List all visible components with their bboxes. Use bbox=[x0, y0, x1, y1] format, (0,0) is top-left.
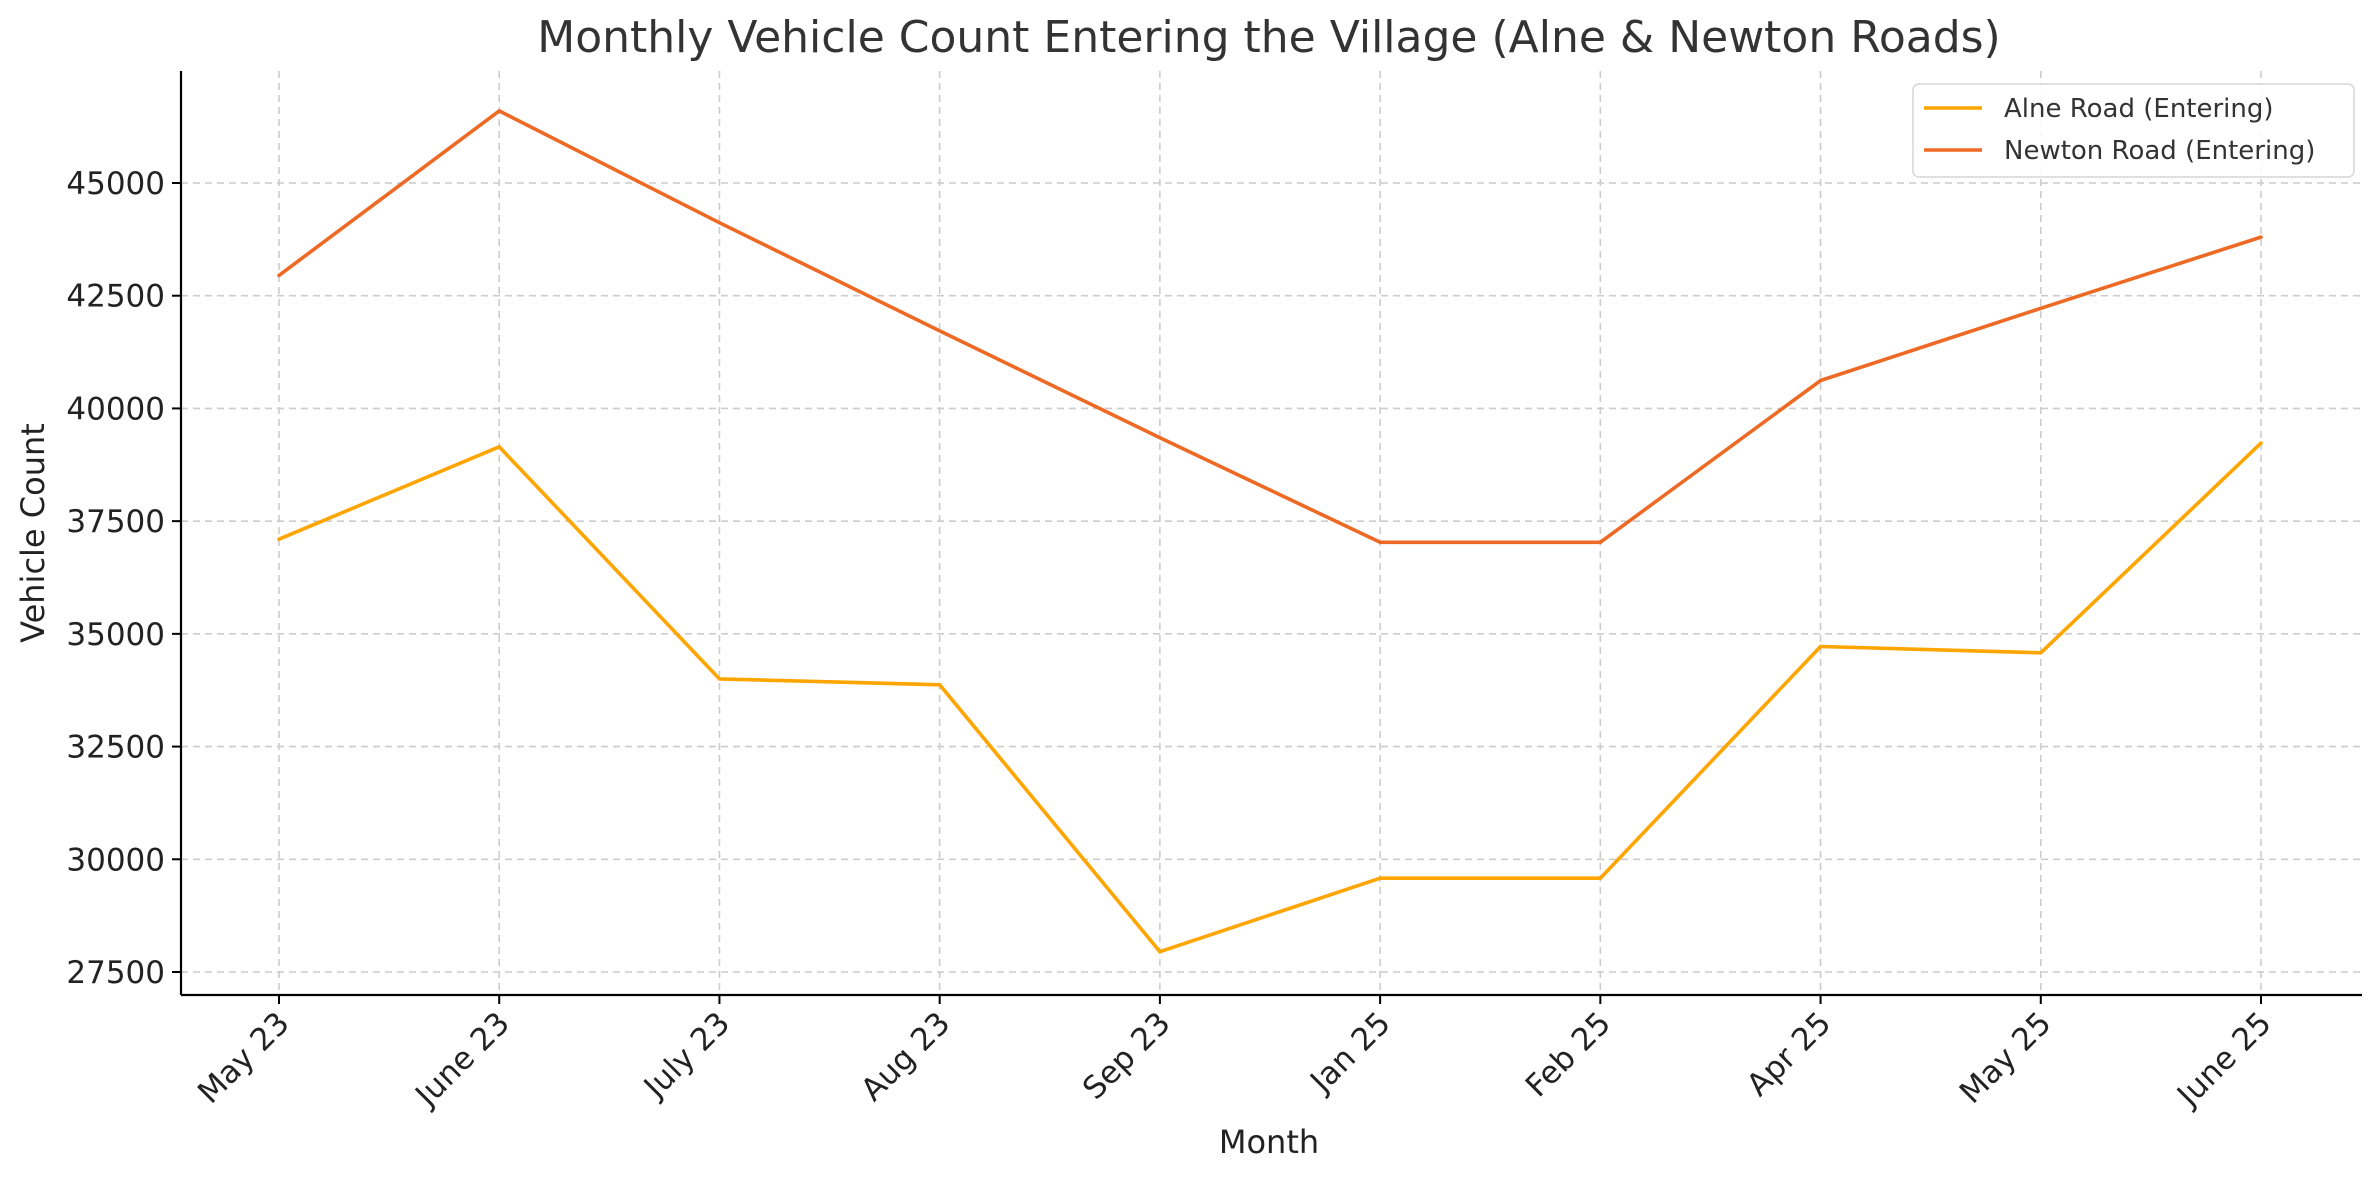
data-point bbox=[1158, 950, 1162, 954]
data-point bbox=[717, 677, 722, 681]
x-tick-label: Sep 23 bbox=[1076, 1005, 1178, 1107]
y-tick-label: 42500 bbox=[66, 279, 165, 315]
y-tick-label: 27500 bbox=[66, 955, 165, 991]
data-point bbox=[497, 109, 501, 113]
x-tick-label: May 25 bbox=[1953, 1005, 2059, 1111]
data-point bbox=[277, 537, 281, 541]
legend-label: Alne Road (Entering) bbox=[2004, 94, 2274, 124]
grid bbox=[181, 71, 2362, 995]
x-tick-label: June 23 bbox=[407, 1005, 516, 1114]
series-lines bbox=[277, 109, 2263, 954]
y-tick-label: 40000 bbox=[66, 391, 165, 427]
data-point bbox=[938, 683, 942, 687]
legend: Alne Road (Entering) Newton Road (Enterin… bbox=[1912, 83, 2355, 178]
y-tick-label: 32500 bbox=[66, 730, 165, 766]
data-point bbox=[938, 329, 942, 333]
data-point bbox=[2259, 235, 2263, 239]
data-point bbox=[2259, 441, 2263, 445]
chart-title: Monthly Vehicle Count Entering the Villa… bbox=[537, 12, 2000, 63]
data-point bbox=[1818, 378, 1823, 383]
y-axis-label: Vehicle Count bbox=[14, 423, 52, 643]
data-point bbox=[1378, 876, 1382, 880]
legend-label: Newton Road (Entering) bbox=[2004, 136, 2315, 166]
y-tick-label: 45000 bbox=[66, 166, 165, 202]
y-tick-label: 35000 bbox=[66, 617, 165, 653]
x-tick-label: Feb 25 bbox=[1519, 1005, 1618, 1104]
x-tick-label: June 25 bbox=[2169, 1005, 2278, 1114]
data-point bbox=[277, 273, 281, 278]
x-tick-label: Apr 25 bbox=[1740, 1005, 1838, 1103]
series-line-2 bbox=[277, 109, 2263, 545]
data-point bbox=[1378, 540, 1382, 544]
x-axis-label: Month bbox=[1219, 1123, 1319, 1161]
x-tick-label: Aug 23 bbox=[854, 1005, 957, 1108]
x-tick-label: Jan 25 bbox=[1302, 1005, 1398, 1101]
data-point bbox=[2039, 306, 2043, 310]
data-point bbox=[497, 445, 501, 449]
axes bbox=[179, 71, 2362, 997]
y-ticks: 27500 30000 32500 35000 37500 40000 42500 45000 bbox=[66, 166, 181, 991]
x-ticks: May 23 June 23 July 23 Aug 23 Sep 23 Jan 25 Fe… bbox=[191, 995, 2279, 1115]
legend-items: Alne Road (Entering) Newton Road (Enterin… bbox=[1924, 94, 2315, 166]
data-point bbox=[1818, 644, 1823, 649]
x-tick-label: May 23 bbox=[191, 1005, 297, 1111]
data-point bbox=[717, 221, 722, 225]
data-point bbox=[1598, 540, 1602, 544]
series-line-1 bbox=[277, 441, 2263, 954]
legend-box bbox=[1912, 83, 2355, 178]
data-point bbox=[2039, 651, 2043, 655]
data-point bbox=[1158, 436, 1162, 440]
y-tick-label: 37500 bbox=[66, 504, 165, 540]
y-tick-label: 30000 bbox=[66, 842, 165, 878]
x-tick-label: July 23 bbox=[636, 1005, 737, 1106]
data-point bbox=[1598, 876, 1602, 880]
